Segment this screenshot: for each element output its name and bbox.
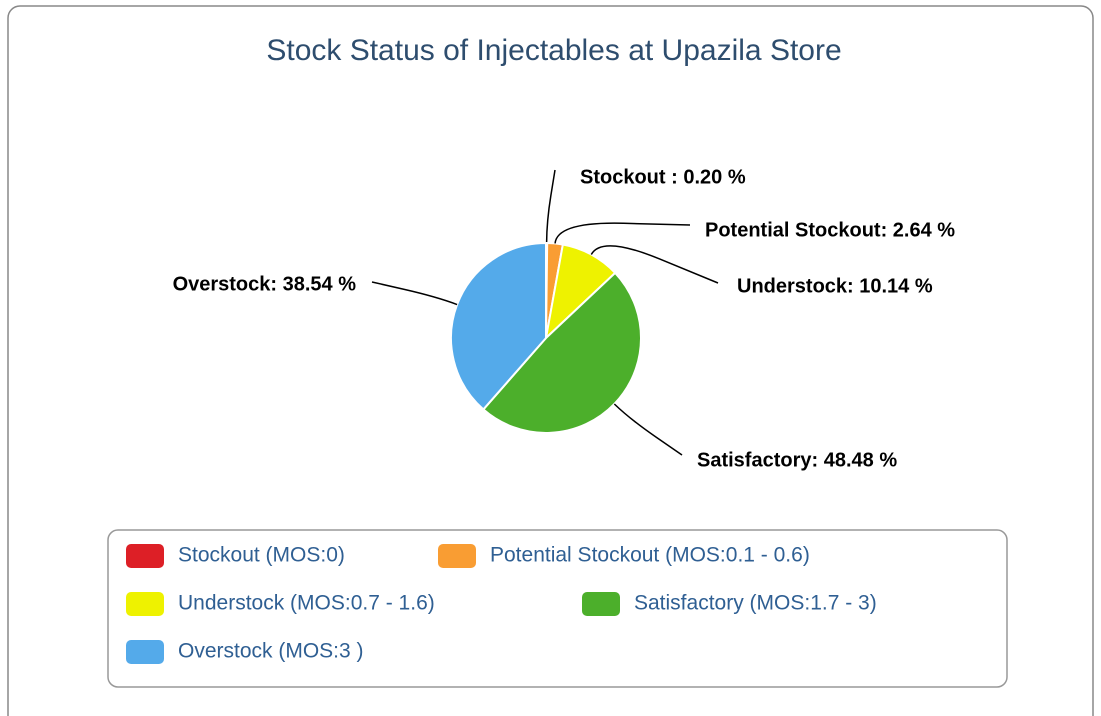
connector [545, 169, 556, 244]
legend-label: Overstock (MOS:3 ) [178, 640, 364, 663]
data-label: Satisfactory: 48.48 % [697, 449, 897, 471]
data-label: Understock: 10.14 % [737, 275, 933, 297]
connector [590, 245, 719, 284]
legend-swatch [126, 592, 164, 616]
legend-label: Understock (MOS:0.7 - 1.6) [178, 592, 435, 615]
legend-swatch [126, 544, 164, 568]
pie-slice [450, 241, 547, 411]
pie-slice [481, 271, 642, 434]
data-label: Stockout : 0.20 % [580, 166, 746, 188]
data-label: Potential Stockout: 2.64 % [705, 219, 955, 241]
legend-label: Potential Stockout (MOS:0.1 - 0.6) [490, 544, 810, 567]
legend-label: Satisfactory (MOS:1.7 - 3) [634, 592, 877, 615]
connector [371, 281, 458, 306]
legend-swatch [438, 544, 476, 568]
legend-swatch [126, 640, 164, 664]
connector [613, 403, 683, 456]
legend-label: Stockout (MOS:0) [178, 544, 345, 567]
chart-title: Stock Status of Injectables at Upazila S… [266, 34, 841, 67]
legend-box [107, 529, 1008, 688]
connector [554, 222, 691, 244]
data-label: Overstock: 38.54 % [173, 273, 357, 295]
legend-swatch [582, 592, 620, 616]
